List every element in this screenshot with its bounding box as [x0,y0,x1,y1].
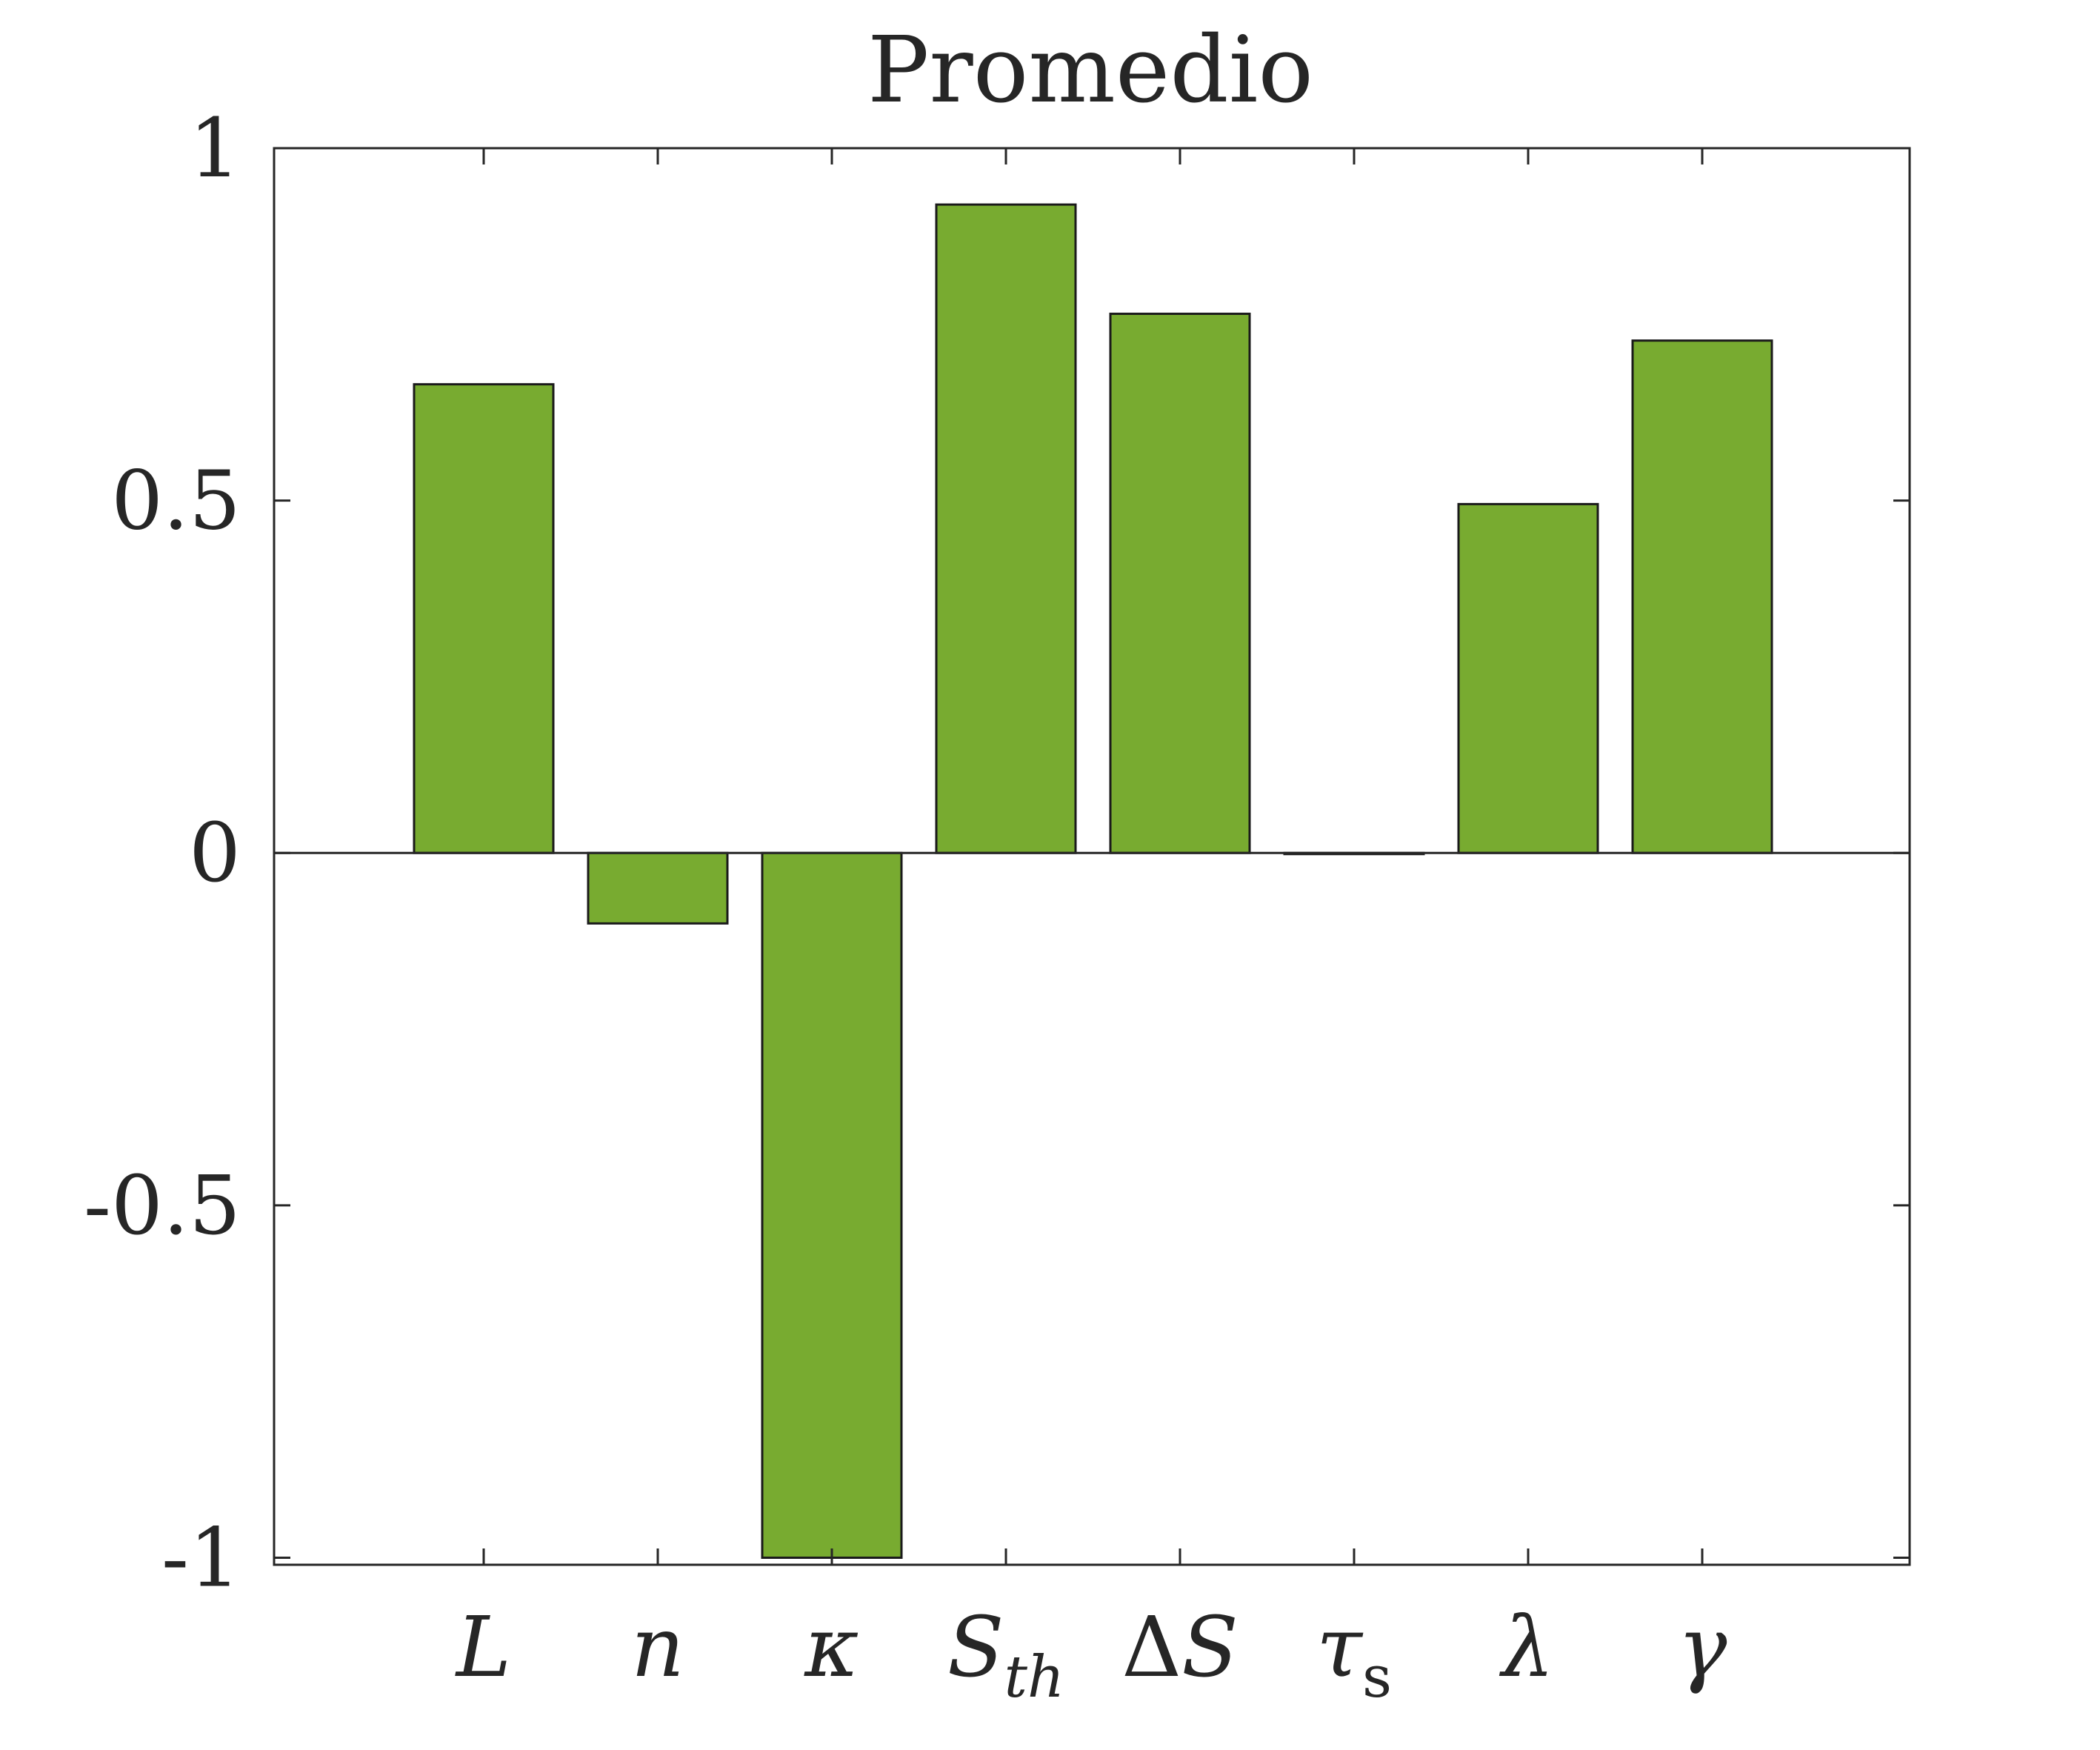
x-tick-label: γ [1678,1600,1728,1696]
y-tick-label: 0.5 [111,453,241,548]
bar-1 [413,383,555,854]
bar-3 [761,851,903,1559]
plot-area-border [273,147,1911,1566]
chart-title: Promedio [867,17,1313,124]
y-axis-ticks: -1 -0.5 0 0.5 1 [84,101,1910,1605]
bar-5 [1109,313,1251,854]
x-tick-label: κ [804,1600,859,1696]
x-tick-label: ΔS [1121,1600,1239,1696]
y-tick-label: 0 [189,805,241,900]
x-tick-label: n [631,1600,684,1696]
bar-2 [587,851,729,925]
x-tick-label: L [455,1600,511,1696]
bar-4 [935,203,1077,854]
bar-7 [1457,502,1599,854]
x-tick-label: τs [1316,1600,1392,1711]
y-tick-label: 1 [189,101,241,196]
y-tick-label: -1 [161,1510,241,1605]
bar-8 [1631,339,1773,854]
y-tick-label: -0.5 [84,1158,241,1253]
x-tick-label: λ [1499,1600,1555,1696]
x-tick-label: Sth [947,1600,1064,1711]
bars [413,203,1773,1559]
